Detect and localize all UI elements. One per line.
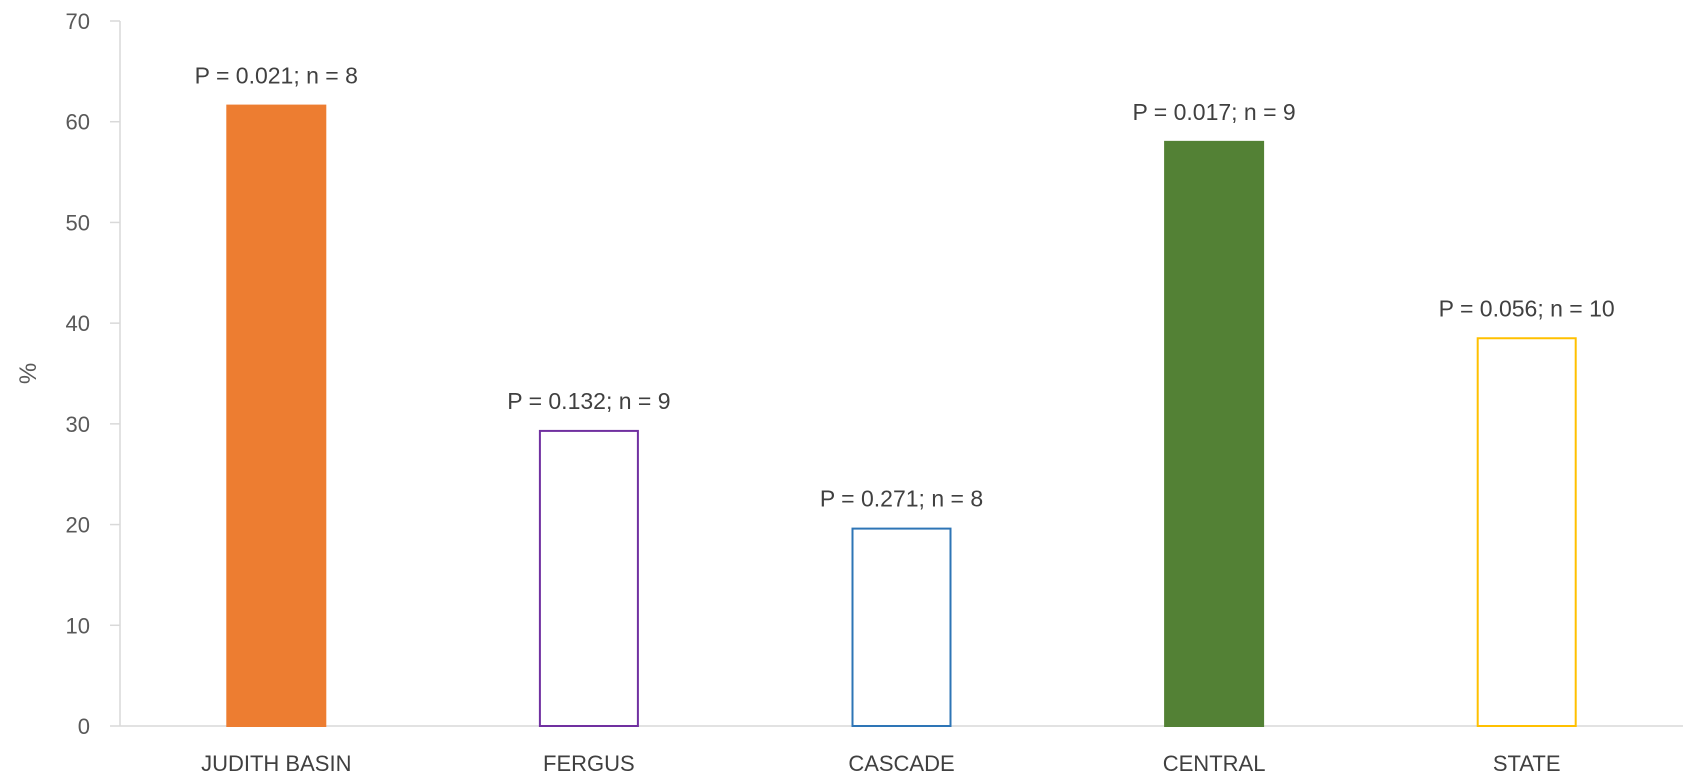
y-tick-label: 70 xyxy=(66,9,90,34)
x-category-label: CENTRAL xyxy=(1163,751,1266,776)
bars xyxy=(226,104,1577,728)
x-category-label: FERGUS xyxy=(543,751,635,776)
y-tick-label: 20 xyxy=(66,513,90,538)
y-tick-label: 50 xyxy=(66,210,90,235)
x-category-label: JUDITH BASIN xyxy=(201,751,351,776)
bar-cascade xyxy=(851,527,952,727)
data-label: P = 0.271; n = 8 xyxy=(820,486,983,512)
y-tick-label: 60 xyxy=(66,110,90,135)
y-tick-label: 40 xyxy=(66,311,90,336)
bar-fergus xyxy=(538,429,639,727)
bar-central xyxy=(1164,140,1265,728)
y-tick-label: 10 xyxy=(66,613,90,638)
data-label: P = 0.056; n = 10 xyxy=(1439,295,1615,321)
data-labels: P = 0.021; n = 8 P = 0.132; n = 9 P = 0.27… xyxy=(195,63,1615,512)
y-axis: 0 10 20 30 40 50 60 70 xyxy=(66,9,121,739)
data-label: P = 0.017; n = 9 xyxy=(1132,99,1295,125)
x-axis: JUDITH BASIN FERGUS CASCADE CENTRAL STATE xyxy=(120,725,1683,776)
data-label: P = 0.132; n = 9 xyxy=(507,388,670,414)
x-category-label: STATE xyxy=(1493,751,1561,776)
bar-state xyxy=(1476,337,1577,727)
y-tick-label: 0 xyxy=(78,714,90,739)
data-label: P = 0.021; n = 8 xyxy=(195,63,358,89)
y-axis-title: % xyxy=(15,363,42,384)
x-category-label: CASCADE xyxy=(848,751,954,776)
bar-judith-basin xyxy=(226,104,327,728)
y-tick-label: 30 xyxy=(66,412,90,437)
